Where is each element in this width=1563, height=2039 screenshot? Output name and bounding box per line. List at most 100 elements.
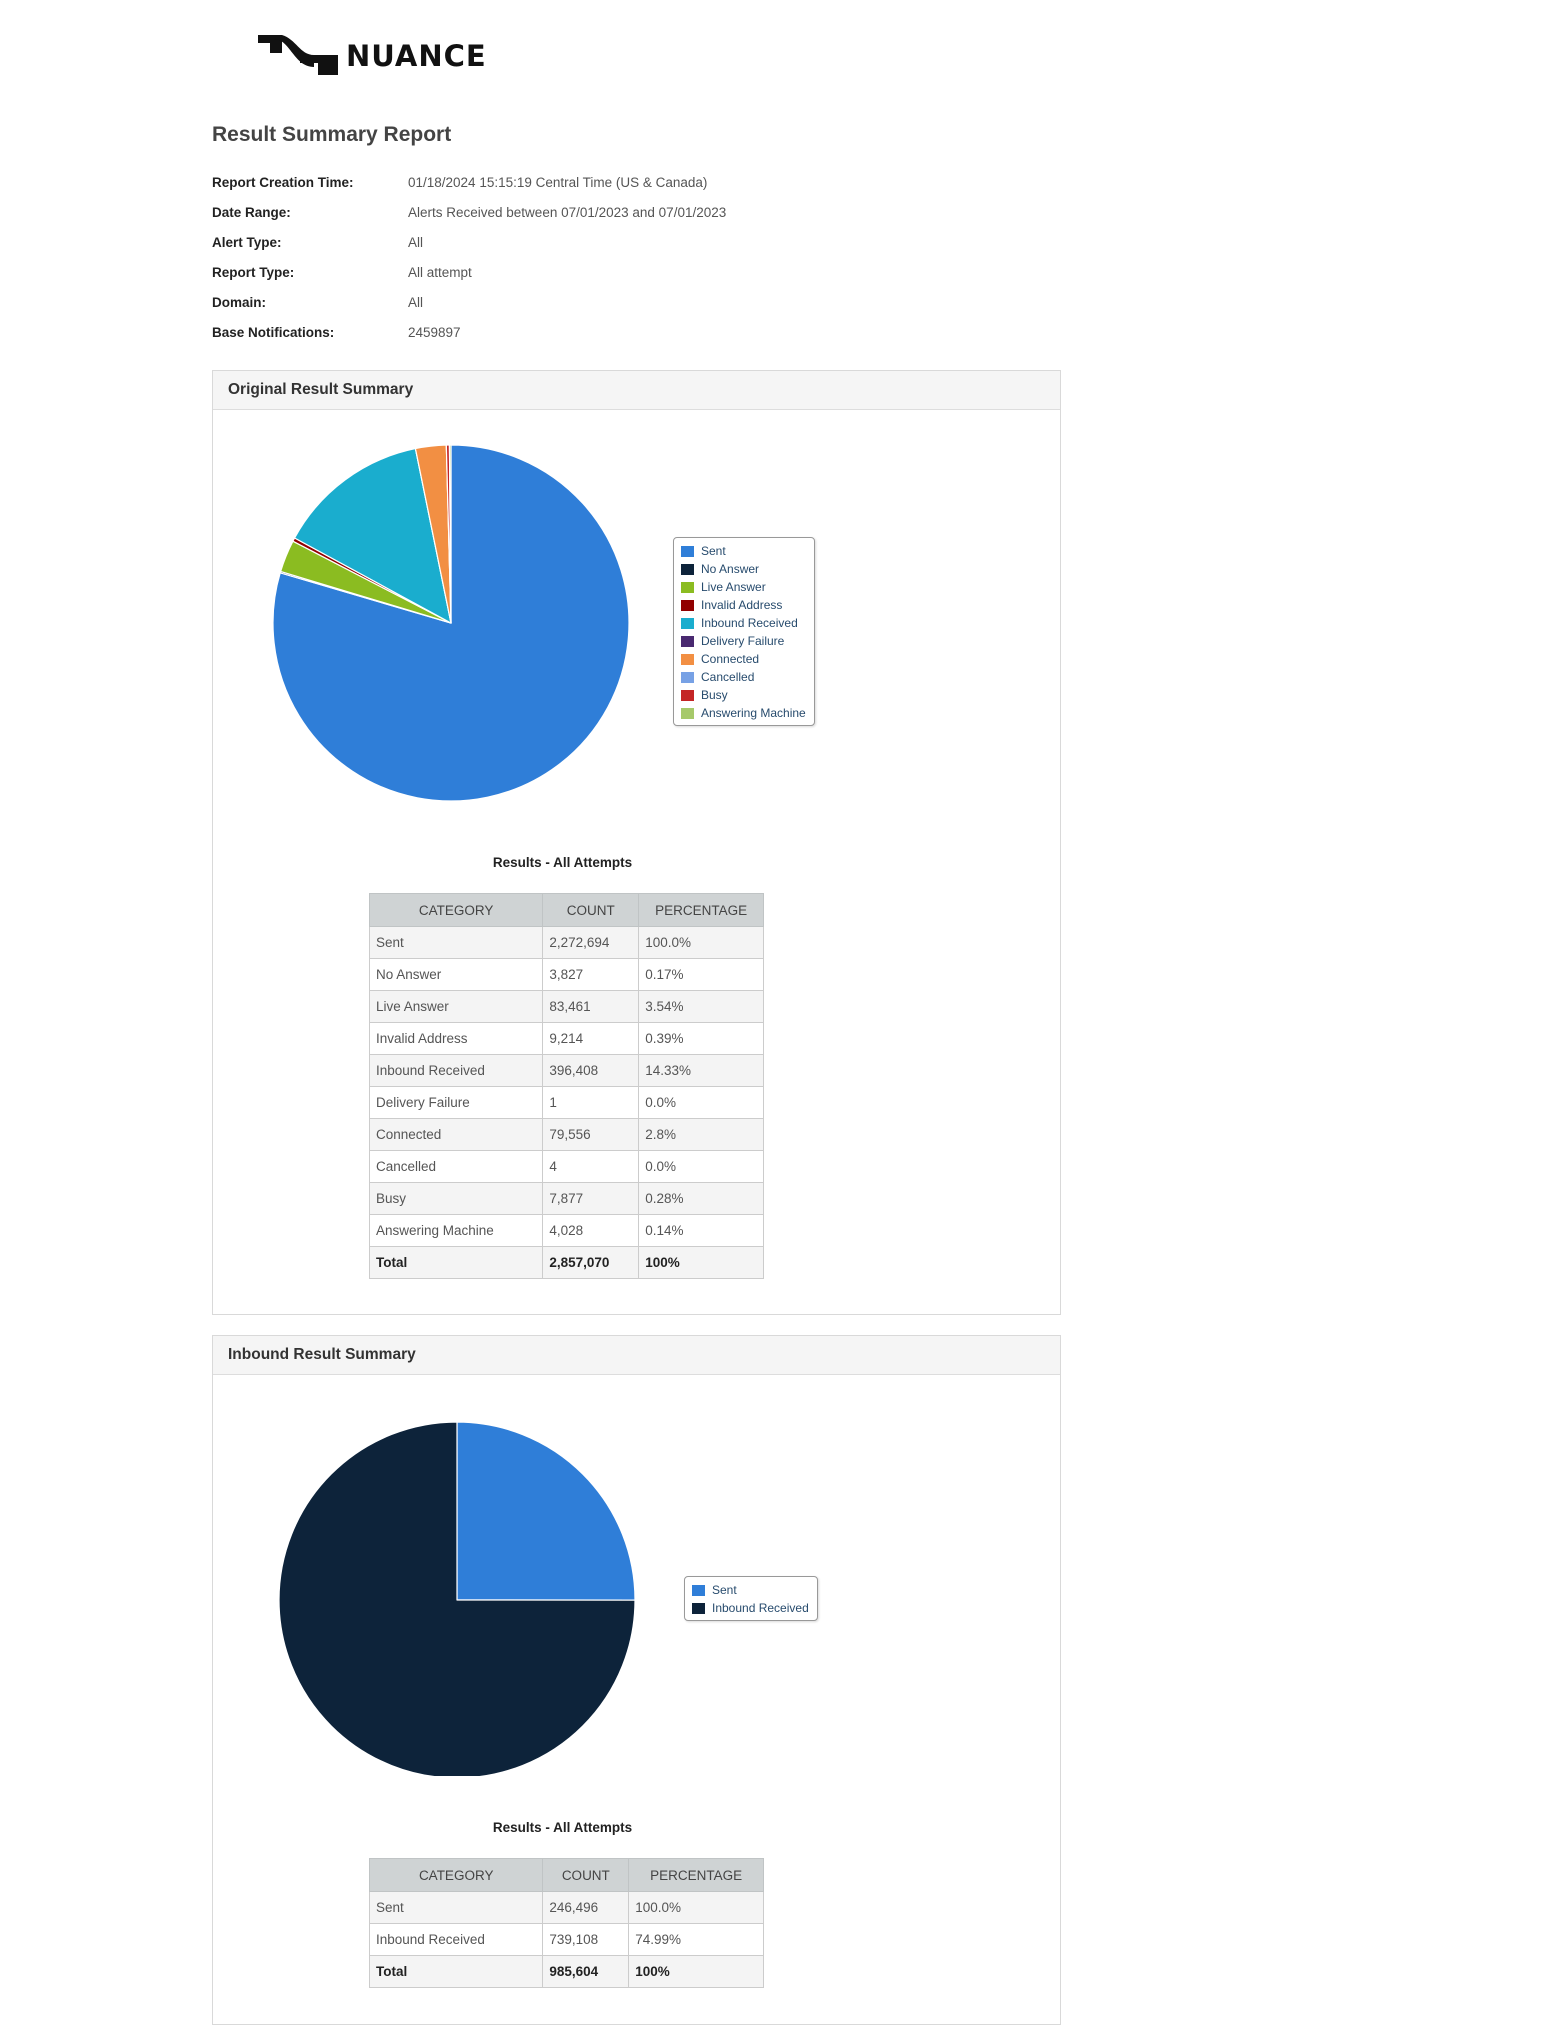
table-cell: 14.33%: [638, 1054, 764, 1087]
legend-item-busy[interactable]: Busy: [681, 686, 806, 704]
table-row: Sent 2,272,694 100.0%: [368, 926, 764, 959]
legend-swatch: [692, 1602, 705, 1614]
meta-value: 2459897: [408, 324, 461, 340]
column-header-count: COUNT: [542, 1858, 630, 1892]
legend-label: Inbound Received: [712, 1601, 809, 1615]
table-cell: Total: [368, 1246, 544, 1279]
table-cell: 3,827: [542, 958, 640, 991]
legend-label: Cancelled: [701, 670, 755, 684]
legend-item-invalid-address[interactable]: Invalid Address: [681, 596, 806, 614]
meta-label: Report Type:: [212, 264, 295, 280]
inbound-result-summary-panel: Inbound Result Summary Sent Inbound Recei…: [212, 1335, 1061, 2025]
legend-label: Connected: [701, 652, 760, 666]
table-row: Answering Machine 4,028 0.14%: [368, 1214, 764, 1247]
legend-swatch: [681, 563, 694, 575]
table-cell: 4,028: [542, 1214, 640, 1247]
table-cell: 100.0%: [638, 926, 764, 959]
legend-label: No Answer: [701, 562, 760, 576]
legend-label: Delivery Failure: [701, 634, 785, 648]
panel-header: Inbound Result Summary: [213, 1336, 1060, 1375]
table-cell: 9,214: [542, 1022, 640, 1055]
pie-slice-sent[interactable]: [456, 1421, 636, 1601]
panel-header: Original Result Summary: [213, 371, 1060, 410]
column-header-category: CATEGORY: [368, 1858, 544, 1892]
table-cell: 396,408: [542, 1054, 640, 1087]
legend-label: Live Answer: [701, 580, 766, 594]
table-cell: 4: [542, 1150, 640, 1183]
report-title: Result Summary Report: [212, 123, 452, 146]
table-cell: 985,604: [542, 1955, 630, 1988]
table-row: Inbound Received 396,408 14.33%: [368, 1054, 764, 1087]
legend-label: Sent: [712, 1583, 737, 1597]
legend-label: Sent: [701, 544, 726, 558]
table-total-row: Total 985,604 100%: [368, 1955, 764, 1988]
legend-swatch: [681, 653, 694, 665]
legend-swatch: [681, 599, 694, 611]
table-cell: Answering Machine: [368, 1214, 544, 1247]
meta-label: Alert Type:: [212, 234, 282, 250]
table-row: Connected 79,556 2.8%: [368, 1118, 764, 1151]
results-table: CATEGORY COUNT PERCENTAGE Sent 246,496 100.0…: [368, 1858, 764, 1988]
meta-label: Base Notifications:: [212, 324, 335, 340]
legend-swatch: [681, 617, 694, 629]
table-cell: 100.0%: [628, 1891, 764, 1924]
nuance-logo: NUANCE: [256, 30, 487, 78]
legend-item-inbound-received[interactable]: Inbound Received: [692, 1599, 809, 1617]
table-cell: 246,496: [542, 1891, 630, 1924]
table-row: Delivery Failure 1 0.0%: [368, 1086, 764, 1119]
table-cell: 74.99%: [628, 1923, 764, 1956]
meta-value: Alerts Received between 07/01/2023 and 0…: [408, 204, 727, 220]
column-header-percentage: PERCENTAGE: [638, 893, 764, 927]
table-cell: 100%: [638, 1246, 764, 1279]
table-cell: Sent: [368, 1891, 544, 1924]
table-cell: 2,857,070: [542, 1246, 640, 1279]
meta-row: Report Creation Time: 01/18/2024 15:15:1…: [212, 167, 726, 197]
table-cell: Inbound Received: [368, 1923, 544, 1956]
meta-row: Domain: All: [212, 287, 726, 317]
table-cell: 739,108: [542, 1923, 630, 1956]
column-header-category: CATEGORY: [368, 893, 544, 927]
logo-wordmark: NUANCE: [346, 39, 487, 73]
legend-swatch: [681, 707, 694, 719]
pie-legend: Sent Inbound Received: [684, 1576, 818, 1621]
pie-slice-inbound-received[interactable]: [294, 447, 452, 624]
meta-value: All attempt: [408, 264, 472, 280]
table-cell: Invalid Address: [368, 1022, 544, 1055]
original-result-pie-chart: [272, 444, 630, 802]
table-cell: 0.28%: [638, 1182, 764, 1215]
legend-swatch: [681, 545, 694, 557]
results-title: Results - All Attempts: [492, 855, 633, 870]
legend-label: Busy: [701, 688, 728, 702]
results-title: Results - All Attempts: [492, 1820, 633, 1835]
legend-item-inbound-received[interactable]: Inbound Received: [681, 614, 806, 632]
legend-item-answering-machine[interactable]: Answering Machine: [681, 704, 806, 722]
legend-item-sent[interactable]: Sent: [681, 542, 806, 560]
table-row: Invalid Address 9,214 0.39%: [368, 1022, 764, 1055]
table-cell: 7,877: [542, 1182, 640, 1215]
legend-swatch: [681, 671, 694, 683]
pie-slice-answering-machine[interactable]: [448, 444, 452, 624]
legend-swatch: [692, 1584, 705, 1596]
table-cell: Sent: [368, 926, 544, 959]
table-cell: 0.14%: [638, 1214, 764, 1247]
legend-item-cancelled[interactable]: Cancelled: [681, 668, 806, 686]
table-cell: No Answer: [368, 958, 544, 991]
meta-value: 01/18/2024 15:15:19 Central Time (US & C…: [408, 174, 708, 190]
meta-row: Report Type: All attempt: [212, 257, 726, 287]
meta-row: Alert Type: All: [212, 227, 726, 257]
original-result-summary-panel: Original Result Summary Sent No Answer Liv…: [212, 370, 1061, 1315]
legend-swatch: [681, 635, 694, 647]
legend-item-delivery-failure[interactable]: Delivery Failure: [681, 632, 806, 650]
pie-slice-inbound-received[interactable]: [278, 1421, 636, 1776]
report-meta: Report Creation Time: 01/18/2024 15:15:1…: [212, 167, 726, 347]
legend-item-no-answer[interactable]: No Answer: [681, 560, 806, 578]
legend-label: Answering Machine: [701, 706, 806, 720]
meta-value: All: [408, 294, 424, 310]
legend-item-sent[interactable]: Sent: [692, 1581, 809, 1599]
table-total-row: Total 2,857,070 100%: [368, 1246, 764, 1279]
table-cell: Total: [368, 1955, 544, 1988]
table-row: Live Answer 83,461 3.54%: [368, 990, 764, 1023]
column-header-percentage: PERCENTAGE: [628, 1858, 764, 1892]
legend-item-connected[interactable]: Connected: [681, 650, 806, 668]
legend-item-live-answer[interactable]: Live Answer: [681, 578, 806, 596]
